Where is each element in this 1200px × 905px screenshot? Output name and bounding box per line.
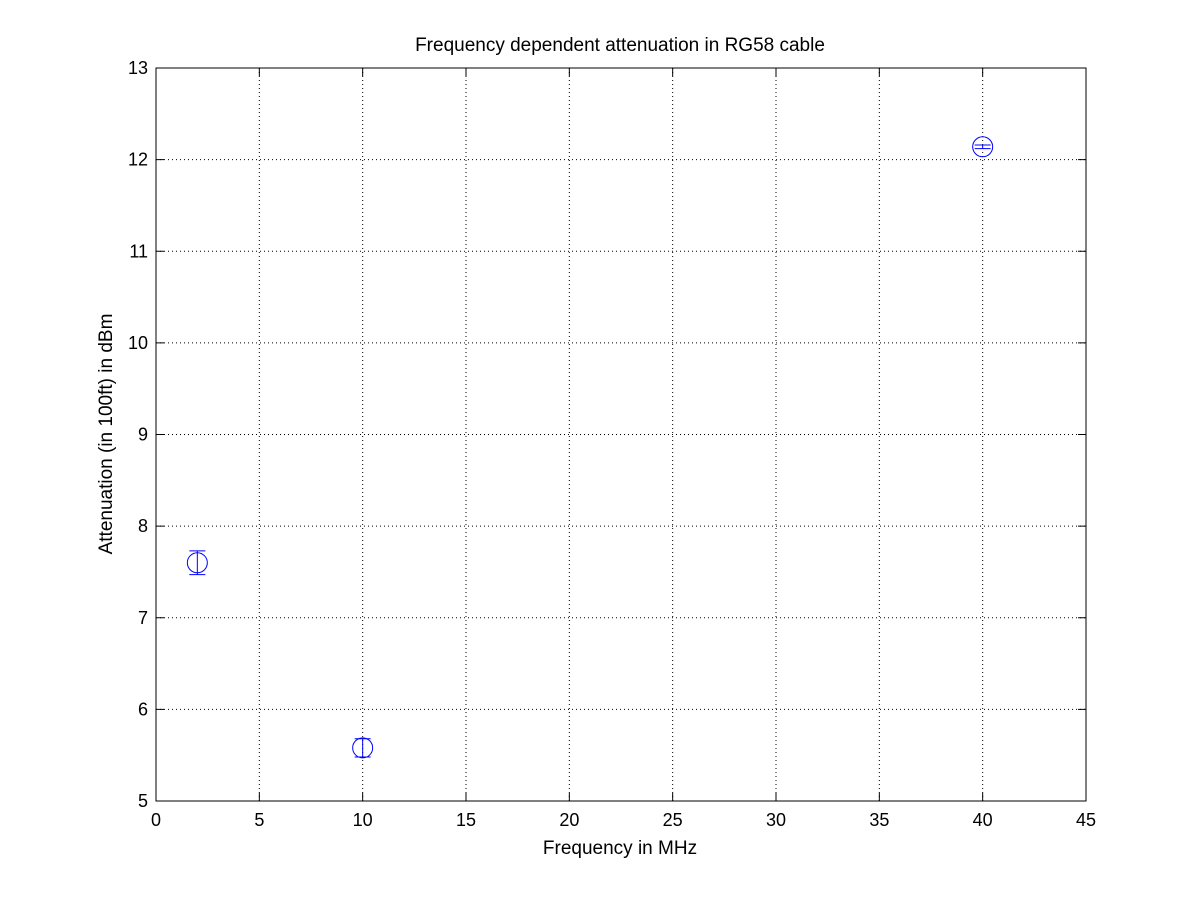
data-points bbox=[186, 136, 994, 759]
x-tick-label: 20 bbox=[559, 810, 579, 830]
y-tick-label: 13 bbox=[128, 58, 148, 78]
data-marker bbox=[186, 552, 208, 574]
x-tick-label: 35 bbox=[869, 810, 889, 830]
chart-title: Frequency dependent attenuation in RG58 … bbox=[415, 35, 825, 56]
y-tick-label: 8 bbox=[138, 516, 148, 536]
x-tick-label: 10 bbox=[353, 810, 373, 830]
y-tick-label: 10 bbox=[128, 333, 148, 353]
y-tick-label: 5 bbox=[138, 791, 148, 811]
data-marker bbox=[352, 737, 374, 759]
y-tick-label: 11 bbox=[129, 241, 148, 261]
x-tick-label: 30 bbox=[766, 810, 786, 830]
x-tick-label: 40 bbox=[973, 810, 993, 830]
x-tick-label: 0 bbox=[151, 810, 161, 830]
data-point bbox=[972, 136, 994, 158]
y-tick-label: 6 bbox=[138, 699, 148, 719]
y-tick-label: 9 bbox=[138, 425, 148, 445]
x-axis-label: Frequency in MHz bbox=[543, 838, 697, 859]
x-tick-label: 45 bbox=[1076, 810, 1096, 830]
x-tick-label: 25 bbox=[663, 810, 683, 830]
data-marker bbox=[972, 136, 994, 158]
y-tick-label: 12 bbox=[128, 150, 148, 170]
data-point bbox=[186, 550, 208, 576]
x-tick-label: 15 bbox=[456, 810, 476, 830]
y-tick-label: 7 bbox=[138, 608, 148, 628]
data-point bbox=[352, 737, 374, 759]
grid-lines bbox=[156, 68, 1086, 801]
x-tick-label: 5 bbox=[254, 810, 264, 830]
y-axis-label: Attenuation (in 100ft) in dBm bbox=[96, 314, 117, 555]
